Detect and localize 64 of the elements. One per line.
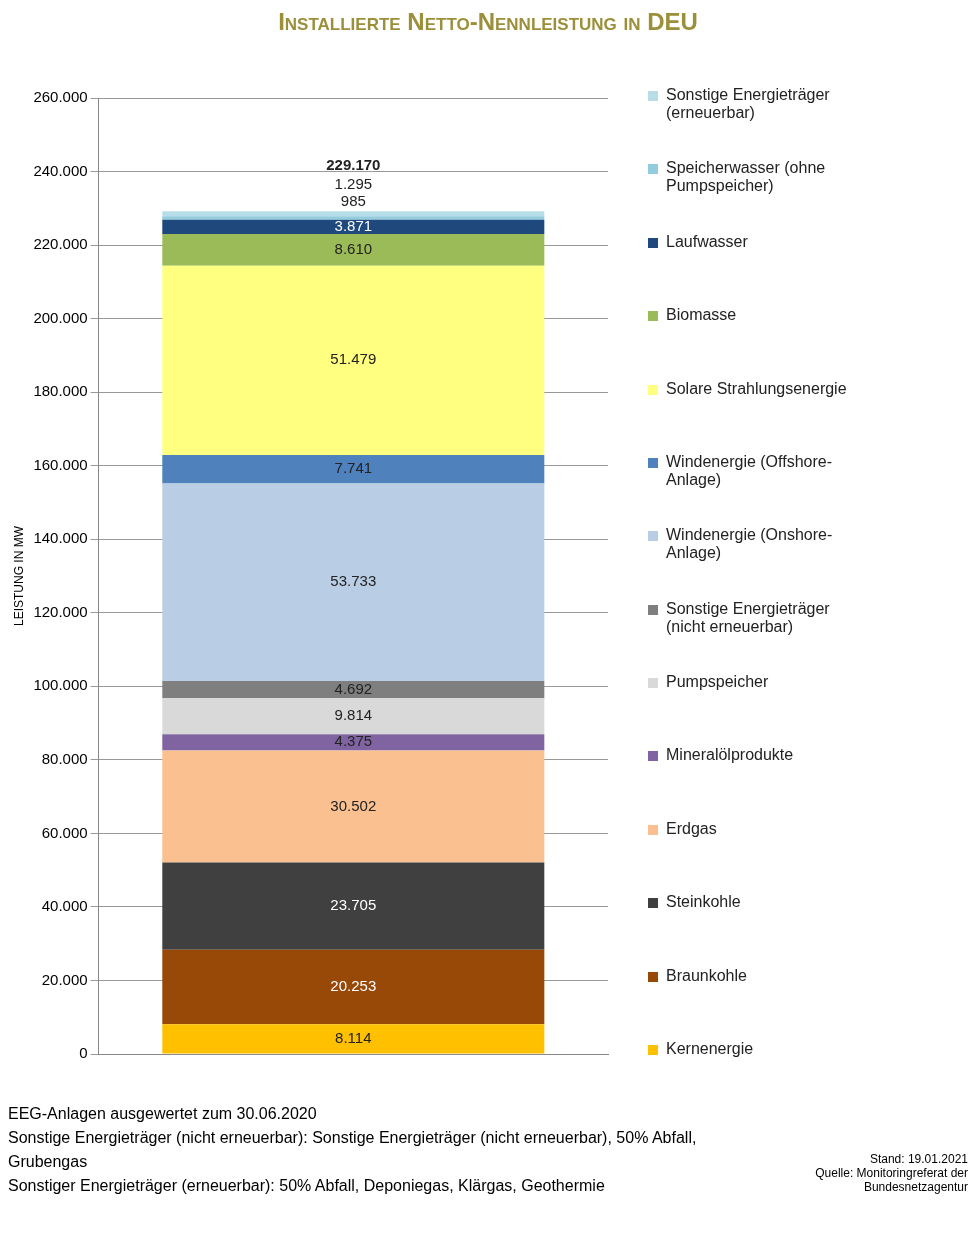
data-label: 30.502 (330, 796, 377, 814)
data-label: 1.295 (334, 174, 373, 192)
legend-label: Mineralölprodukte (666, 746, 795, 765)
bar (162, 698, 545, 735)
bar (162, 216, 545, 220)
y-tick-label: 160.000 (33, 455, 88, 473)
legend-label: Braunkohle (666, 966, 748, 985)
chart-title: Installierte Netto-Nennleistung in DEU (277, 8, 699, 36)
legend-label: Windenergie (Onshore-Anlage) (666, 526, 834, 563)
legend-label: Sonstige Energieträger (nicht erneuerbar) (666, 599, 831, 636)
y-tick-label: 240.000 (33, 161, 88, 179)
data-label: 8.114 (335, 1028, 372, 1046)
data-label: 8.610 (334, 239, 373, 257)
data-label: 4.375 (334, 732, 373, 750)
legend-label: Erdgas (666, 819, 718, 838)
bar (162, 219, 545, 234)
y-tick-label: 0 (79, 1044, 88, 1062)
y-axis-title: LEISTUNG IN MW (11, 525, 26, 627)
bar (162, 454, 545, 484)
legend-label: Speicherwasser (ohne Pumpspeicher) (666, 159, 827, 196)
bar (162, 734, 545, 751)
y-tick-label: 140.000 (33, 529, 88, 547)
data-label: 7.741 (334, 459, 373, 477)
legend-label: Sonstige Energieträger (erneuerbar) (666, 86, 831, 122)
text: Sonstiger Energieträger (erneuerbar): 50% Abfall, Deponiegas, Klärgas, Geothermie (8, 1176, 606, 1196)
data-label: 985 (340, 191, 366, 209)
legend-label: Pumpspeicher (666, 673, 770, 691)
source-note: Quelle: Monitoringreferat der Bundesnetzagentur (814, 1166, 968, 1194)
y-tick-label: 20.000 (41, 970, 88, 988)
text: EEG-Anlagen ausgewertet zum 30.06.2020 (8, 1104, 318, 1124)
bar (162, 680, 545, 699)
legend-label: Solare Strahlungsenergie (666, 379, 848, 398)
bar (162, 483, 545, 681)
y-tick-label: 80.000 (41, 749, 88, 767)
data-label: 23.705 (330, 896, 377, 914)
legend-label: Windenergie (Offshore-Anlage) (666, 452, 833, 489)
y-tick-label: 200.000 (33, 308, 88, 326)
bar (162, 1024, 545, 1054)
bar (162, 211, 545, 217)
legend-label: Biomasse (666, 306, 738, 325)
data-label: 4.692 (334, 679, 373, 697)
legend-label: Laufwasser (666, 232, 749, 251)
data-label: 51.479 (330, 350, 377, 368)
y-tick-label: 100.000 (33, 676, 88, 694)
total-label: 229.170 (326, 155, 381, 173)
text: Stand: 19.01.2021 (868, 1152, 968, 1166)
data-label: 20.253 (330, 977, 377, 995)
bar (162, 265, 545, 455)
text: Sonstige Energieträger (nicht erneuerbar): Sonstige Energieträger (nicht erneuerbar), 50% Abfall, Grubengas (8, 1128, 698, 1172)
data-label: 9.814 (334, 706, 373, 724)
bar (162, 949, 545, 1025)
y-tick-label: 60.000 (41, 823, 88, 841)
data-label: 3.871 (334, 217, 373, 234)
y-tick-label: 180.000 (33, 382, 88, 400)
y-tick-label: 260.000 (33, 88, 88, 106)
bar (162, 233, 545, 266)
y-tick-label: 220.000 (33, 235, 88, 253)
bar (162, 750, 545, 863)
data-label: 53.733 (330, 572, 377, 590)
y-tick-label: 120.000 (33, 602, 88, 620)
bar (162, 862, 545, 950)
legend-label: Kernenergie (666, 1039, 755, 1058)
y-tick-label: 40.000 (41, 897, 88, 915)
legend-label: Steinkohle (666, 893, 742, 912)
